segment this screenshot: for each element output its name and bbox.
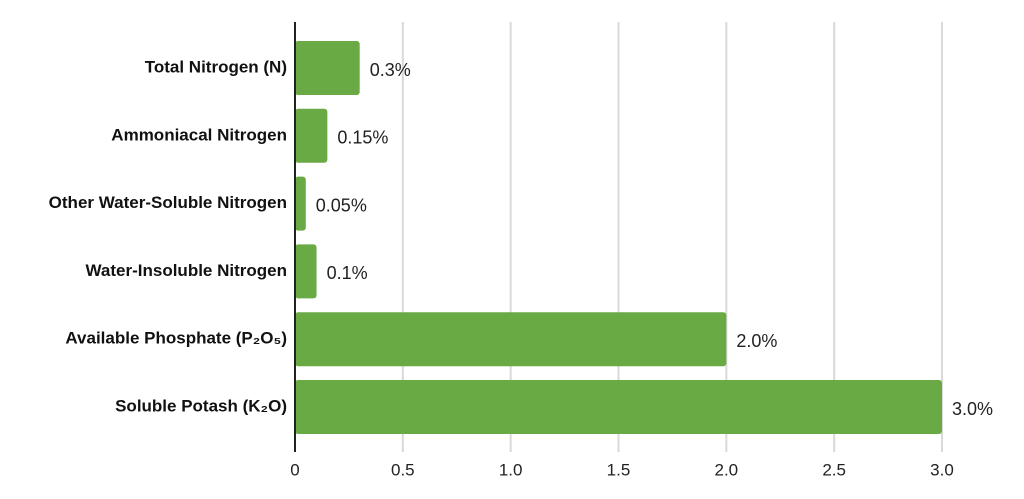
data-label: 3.0% (952, 399, 993, 419)
data-label: 0.05% (316, 195, 367, 215)
x-axis-ticks: 0 0.5 1.0 1.5 2.0 2.5 3.0 (290, 460, 954, 479)
bars (295, 41, 942, 434)
x-tick-label: 2.5 (822, 460, 846, 479)
category-label: Available Phosphate (P₂O₅) (65, 329, 287, 348)
category-label: Ammoniacal Nitrogen (111, 125, 287, 144)
category-label: Water-Insoluble Nitrogen (86, 261, 288, 280)
data-label: 2.0% (736, 331, 777, 351)
bar (295, 312, 727, 367)
data-label: 0.1% (327, 263, 368, 283)
bar (295, 41, 360, 95)
data-label: 0.15% (337, 128, 388, 148)
bar (295, 108, 328, 163)
x-tick-label: 0.5 (391, 460, 415, 479)
x-tick-label: 2.0 (715, 460, 739, 479)
x-tick-label: 1.5 (607, 460, 631, 479)
x-tick-label: 0 (290, 460, 299, 479)
bar (295, 244, 317, 299)
category-label: Soluble Potash (K₂O) (115, 396, 287, 415)
bar (295, 176, 306, 231)
x-tick-label: 3.0 (930, 460, 954, 479)
category-label: Total Nitrogen (N) (145, 57, 287, 76)
category-label: Other Water-Soluble Nitrogen (49, 193, 287, 212)
bar (295, 380, 942, 434)
data-label: 0.3% (370, 60, 411, 80)
labels: Total Nitrogen (N) 0.3% Ammoniacal Nitroge… (49, 57, 993, 418)
x-tick-label: 1.0 (499, 460, 523, 479)
